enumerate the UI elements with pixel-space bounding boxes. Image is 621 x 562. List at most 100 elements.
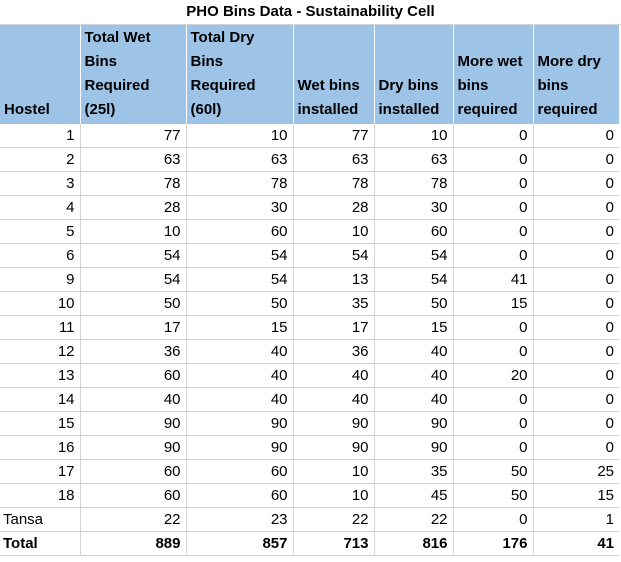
- value-cell[interactable]: 40: [374, 339, 454, 364]
- value-cell[interactable]: 54: [80, 243, 187, 268]
- value-cell[interactable]: 40: [293, 363, 375, 388]
- value-cell[interactable]: 40: [374, 363, 454, 388]
- value-cell[interactable]: 0: [533, 411, 619, 436]
- value-cell[interactable]: 50: [80, 291, 187, 316]
- value-cell[interactable]: 0: [533, 243, 619, 268]
- value-cell[interactable]: 60: [80, 363, 187, 388]
- value-cell[interactable]: 63: [374, 147, 454, 172]
- value-cell[interactable]: 0: [453, 507, 534, 532]
- value-cell[interactable]: 0: [453, 411, 534, 436]
- value-cell[interactable]: 54: [293, 243, 375, 268]
- hostel-cell[interactable]: 2: [0, 147, 81, 172]
- value-cell[interactable]: 10: [374, 124, 454, 148]
- value-cell[interactable]: 50: [453, 483, 534, 508]
- header-dry-installed[interactable]: Dry bins installed: [374, 25, 454, 124]
- hostel-cell[interactable]: 17: [0, 459, 81, 484]
- value-cell[interactable]: 54: [186, 243, 294, 268]
- value-cell[interactable]: 0: [453, 219, 534, 244]
- header-more-dry[interactable]: More dry bins required: [533, 25, 619, 124]
- value-cell[interactable]: 0: [453, 147, 534, 172]
- value-cell[interactable]: 0: [533, 291, 619, 316]
- value-cell[interactable]: 36: [293, 339, 375, 364]
- value-cell[interactable]: 28: [293, 195, 375, 220]
- value-cell[interactable]: 0: [533, 339, 619, 364]
- value-cell[interactable]: 50: [453, 459, 534, 484]
- value-cell[interactable]: 0: [533, 195, 619, 220]
- total-value-cell[interactable]: 816: [374, 531, 454, 556]
- value-cell[interactable]: 50: [374, 291, 454, 316]
- value-cell[interactable]: 60: [186, 459, 294, 484]
- header-total-dry-bins[interactable]: Total Dry Bins Required (60l): [186, 25, 294, 124]
- header-wet-installed[interactable]: Wet bins installed: [293, 25, 375, 124]
- value-cell[interactable]: 15: [374, 315, 454, 340]
- value-cell[interactable]: 0: [533, 435, 619, 460]
- value-cell[interactable]: 63: [80, 147, 187, 172]
- hostel-cell[interactable]: 12: [0, 339, 81, 364]
- value-cell[interactable]: 0: [453, 435, 534, 460]
- value-cell[interactable]: 50: [186, 291, 294, 316]
- hostel-cell[interactable]: 4: [0, 195, 81, 220]
- hostel-cell[interactable]: 10: [0, 291, 81, 316]
- value-cell[interactable]: 63: [293, 147, 375, 172]
- hostel-cell[interactable]: 1: [0, 124, 81, 148]
- value-cell[interactable]: 40: [80, 387, 187, 412]
- value-cell[interactable]: 63: [186, 147, 294, 172]
- value-cell[interactable]: 0: [453, 171, 534, 196]
- value-cell[interactable]: 78: [186, 171, 294, 196]
- value-cell[interactable]: 90: [186, 411, 294, 436]
- value-cell[interactable]: 40: [186, 363, 294, 388]
- value-cell[interactable]: 22: [293, 507, 375, 532]
- value-cell[interactable]: 0: [533, 124, 619, 148]
- value-cell[interactable]: 10: [186, 124, 294, 148]
- total-value-cell[interactable]: 713: [293, 531, 375, 556]
- value-cell[interactable]: 0: [453, 315, 534, 340]
- header-total-wet-bins[interactable]: Total Wet Bins Required (25l): [80, 25, 187, 124]
- value-cell[interactable]: 40: [374, 387, 454, 412]
- header-more-wet[interactable]: More wet bins required: [453, 25, 534, 124]
- hostel-cell[interactable]: 11: [0, 315, 81, 340]
- value-cell[interactable]: 54: [374, 243, 454, 268]
- value-cell[interactable]: 90: [186, 435, 294, 460]
- value-cell[interactable]: 10: [80, 219, 187, 244]
- value-cell[interactable]: 28: [80, 195, 187, 220]
- value-cell[interactable]: 0: [453, 124, 534, 148]
- value-cell[interactable]: 17: [80, 315, 187, 340]
- value-cell[interactable]: 0: [533, 171, 619, 196]
- value-cell[interactable]: 0: [453, 243, 534, 268]
- value-cell[interactable]: 90: [80, 411, 187, 436]
- value-cell[interactable]: 90: [374, 411, 454, 436]
- hostel-cell[interactable]: 5: [0, 219, 81, 244]
- value-cell[interactable]: 54: [374, 267, 454, 292]
- value-cell[interactable]: 40: [186, 387, 294, 412]
- total-value-cell[interactable]: 857: [186, 531, 294, 556]
- value-cell[interactable]: 22: [80, 507, 187, 532]
- hostel-cell[interactable]: 15: [0, 411, 81, 436]
- value-cell[interactable]: 77: [293, 124, 375, 148]
- hostel-cell[interactable]: 14: [0, 387, 81, 412]
- value-cell[interactable]: 0: [533, 363, 619, 388]
- value-cell[interactable]: 23: [186, 507, 294, 532]
- value-cell[interactable]: 10: [293, 483, 375, 508]
- value-cell[interactable]: 45: [374, 483, 454, 508]
- value-cell[interactable]: 15: [533, 483, 619, 508]
- value-cell[interactable]: 17: [293, 315, 375, 340]
- value-cell[interactable]: 54: [186, 267, 294, 292]
- value-cell[interactable]: 60: [374, 219, 454, 244]
- value-cell[interactable]: 0: [533, 387, 619, 412]
- value-cell[interactable]: 90: [80, 435, 187, 460]
- hostel-cell[interactable]: 9: [0, 267, 81, 292]
- value-cell[interactable]: 10: [293, 219, 375, 244]
- value-cell[interactable]: 60: [186, 483, 294, 508]
- hostel-cell[interactable]: 16: [0, 435, 81, 460]
- value-cell[interactable]: 35: [293, 291, 375, 316]
- value-cell[interactable]: 15: [186, 315, 294, 340]
- value-cell[interactable]: 0: [533, 219, 619, 244]
- value-cell[interactable]: 90: [374, 435, 454, 460]
- value-cell[interactable]: 41: [453, 267, 534, 292]
- value-cell[interactable]: 10: [293, 459, 375, 484]
- value-cell[interactable]: 60: [80, 483, 187, 508]
- value-cell[interactable]: 15: [453, 291, 534, 316]
- value-cell[interactable]: 0: [533, 315, 619, 340]
- value-cell[interactable]: 90: [293, 411, 375, 436]
- value-cell[interactable]: 1: [533, 507, 619, 532]
